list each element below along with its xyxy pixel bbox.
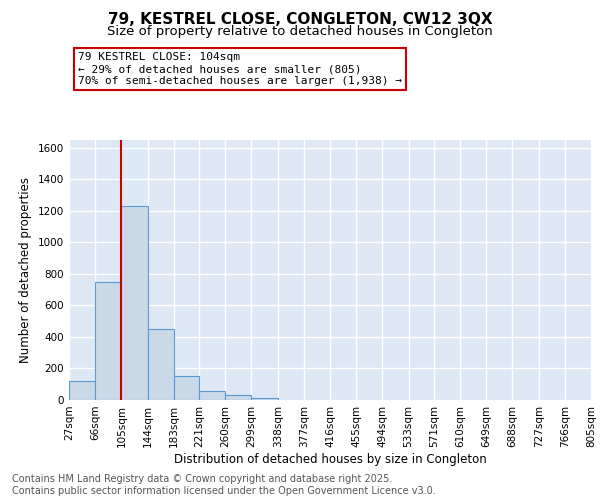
Bar <box>69 381 95 400</box>
Bar <box>173 376 199 400</box>
Bar <box>251 398 278 400</box>
Text: Size of property relative to detached houses in Congleton: Size of property relative to detached ho… <box>107 25 493 38</box>
Text: 79, KESTREL CLOSE, CONGLETON, CW12 3QX: 79, KESTREL CLOSE, CONGLETON, CW12 3QX <box>107 12 493 28</box>
Y-axis label: Number of detached properties: Number of detached properties <box>19 177 32 363</box>
Text: Contains public sector information licensed under the Open Government Licence v3: Contains public sector information licen… <box>12 486 436 496</box>
Bar <box>199 390 226 400</box>
Text: 79 KESTREL CLOSE: 104sqm
← 29% of detached houses are smaller (805)
70% of semi-: 79 KESTREL CLOSE: 104sqm ← 29% of detach… <box>78 52 402 86</box>
Bar <box>148 329 173 400</box>
X-axis label: Distribution of detached houses by size in Congleton: Distribution of detached houses by size … <box>173 452 487 466</box>
Bar <box>95 282 121 400</box>
Bar <box>121 206 148 400</box>
Bar <box>226 396 251 400</box>
Text: Contains HM Land Registry data © Crown copyright and database right 2025.: Contains HM Land Registry data © Crown c… <box>12 474 392 484</box>
